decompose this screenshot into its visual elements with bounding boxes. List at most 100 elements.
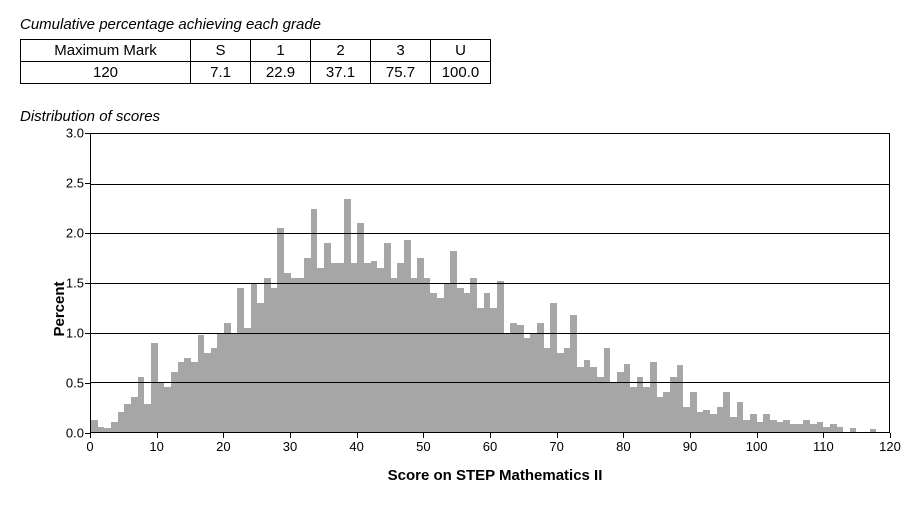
histogram-bar — [717, 407, 724, 432]
histogram-bar — [204, 353, 211, 432]
chart-plot-area — [90, 133, 890, 433]
histogram-bar — [750, 414, 757, 432]
histogram-bar — [317, 268, 324, 432]
histogram-bar — [417, 258, 424, 432]
histogram-bar — [377, 268, 384, 432]
x-axis-label: Score on STEP Mathematics II — [90, 467, 900, 484]
histogram-bar — [311, 209, 318, 433]
histogram-bar — [743, 420, 750, 432]
histogram-bar — [198, 335, 205, 432]
cell-S: 7.1 — [191, 62, 251, 84]
histogram-bar — [643, 387, 650, 432]
histogram-bar — [770, 420, 777, 432]
histogram-bar — [424, 278, 431, 432]
histogram-bar — [144, 404, 151, 432]
row-maxmark: 120 — [21, 62, 191, 84]
histogram-bar — [331, 263, 338, 432]
histogram-bar — [237, 288, 244, 432]
histogram-bar — [184, 358, 191, 433]
histogram-bar — [537, 323, 544, 432]
grid-line — [91, 184, 889, 185]
histogram-bar — [763, 414, 770, 432]
histogram-bar — [351, 263, 358, 432]
header-col-S: S — [191, 40, 251, 62]
histogram-bar — [384, 243, 391, 432]
histogram-chart: Percent 0.00.51.01.52.02.53.0 Score on S… — [90, 133, 900, 484]
histogram-bar — [517, 325, 524, 432]
cell-2: 37.1 — [311, 62, 371, 84]
histogram-bar — [444, 283, 451, 432]
histogram-bar — [604, 348, 611, 432]
histogram-bar — [597, 377, 604, 432]
histogram-bar — [670, 377, 677, 432]
histogram-bar — [271, 288, 278, 432]
histogram-bar — [484, 293, 491, 432]
histogram-bar — [837, 427, 844, 432]
histogram-bar — [737, 402, 744, 432]
histogram-bar — [404, 240, 411, 432]
histogram-bar — [98, 427, 105, 432]
x-tick-mark — [490, 433, 491, 438]
histogram-bar — [544, 348, 551, 432]
histogram-bar — [397, 263, 404, 432]
chart-title: Distribution of scores — [20, 108, 900, 125]
histogram-bar — [790, 424, 797, 432]
histogram-bar — [178, 362, 185, 432]
histogram-bar — [723, 392, 730, 432]
histogram-bar — [297, 278, 304, 432]
histogram-bar — [158, 382, 165, 432]
histogram-bar — [118, 412, 125, 432]
header-col-3: 3 — [371, 40, 431, 62]
histogram-bar — [477, 308, 484, 432]
histogram-bar — [677, 365, 684, 432]
histogram-bar — [757, 422, 764, 432]
histogram-bar — [284, 273, 291, 432]
histogram-bar — [464, 293, 471, 432]
header-col-1: 1 — [251, 40, 311, 62]
histogram-bar — [264, 278, 271, 432]
histogram-bar — [391, 278, 398, 432]
histogram-bar — [564, 348, 571, 432]
histogram-bar — [324, 243, 331, 432]
grid-line — [91, 333, 889, 334]
histogram-bar — [870, 429, 877, 432]
x-tick-mark — [890, 433, 891, 438]
histogram-bar — [783, 420, 790, 432]
x-tick-mark — [623, 433, 624, 438]
histogram-bar — [657, 397, 664, 432]
histogram-bar — [291, 278, 298, 432]
x-tick-mark — [157, 433, 158, 438]
x-tick-mark — [557, 433, 558, 438]
cell-U: 100.0 — [431, 62, 491, 84]
histogram-bar — [151, 343, 158, 432]
x-tick-mark — [423, 433, 424, 438]
histogram-bar — [244, 328, 251, 432]
histogram-bar — [637, 377, 644, 432]
histogram-bar — [777, 422, 784, 432]
histogram-bar — [730, 417, 737, 432]
x-tick-mark — [690, 433, 691, 438]
histogram-bar — [450, 251, 457, 432]
histogram-bar — [663, 392, 670, 432]
histogram-bar — [823, 427, 830, 432]
cell-1: 22.9 — [251, 62, 311, 84]
histogram-bar — [104, 428, 111, 432]
histogram-bar — [610, 382, 617, 432]
histogram-bar — [577, 367, 584, 432]
histogram-bar — [457, 288, 464, 432]
grid-line — [91, 233, 889, 234]
histogram-bar — [803, 420, 810, 432]
histogram-bar — [817, 422, 824, 432]
histogram-bar — [650, 362, 657, 432]
histogram-bar — [191, 362, 198, 432]
histogram-bar — [497, 281, 504, 432]
histogram-bar — [257, 303, 264, 432]
histogram-bar — [810, 424, 817, 432]
histogram-bar — [124, 404, 131, 432]
histogram-bar — [690, 392, 697, 432]
histogram-bar — [470, 278, 477, 432]
header-col-U: U — [431, 40, 491, 62]
histogram-bar — [683, 407, 690, 432]
histogram-bar — [430, 293, 437, 432]
histogram-bar — [131, 397, 138, 432]
